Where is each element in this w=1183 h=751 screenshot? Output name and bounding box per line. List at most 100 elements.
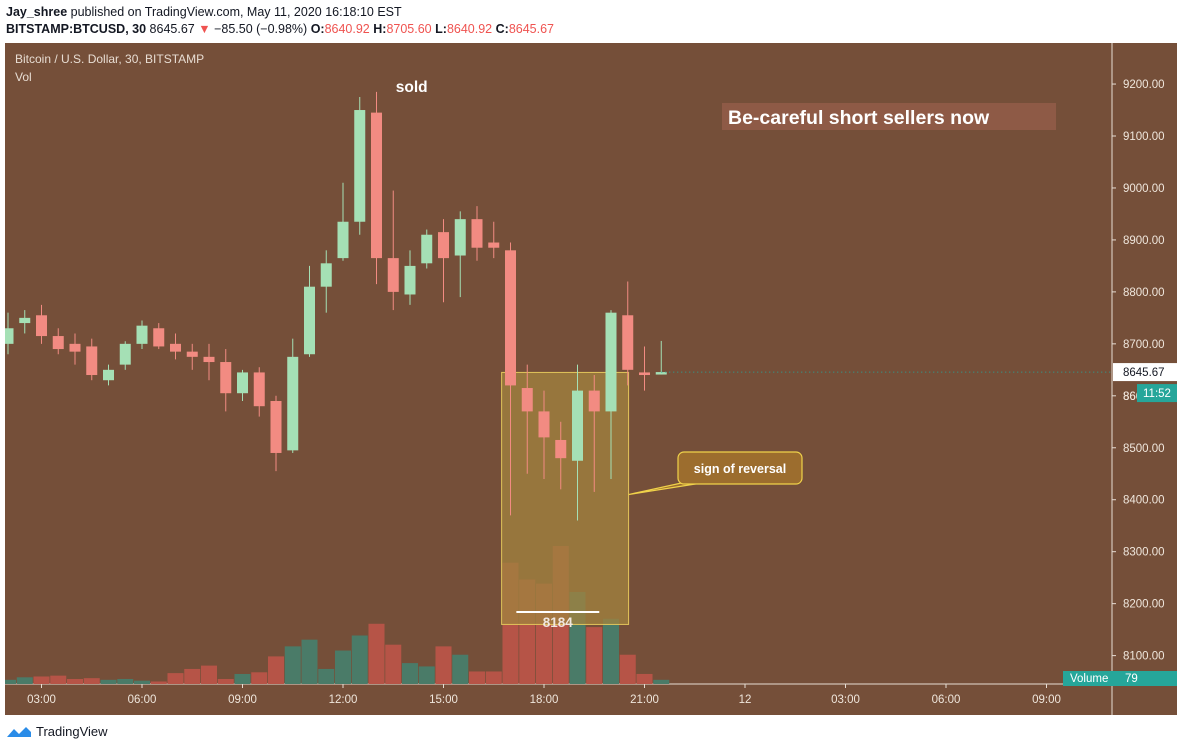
- close-value: 8645.67: [508, 22, 554, 36]
- candle-body: [354, 110, 366, 222]
- footer-brand[interactable]: TradingView: [36, 724, 108, 739]
- candle-body: [454, 219, 466, 256]
- candle-body: [438, 232, 449, 259]
- box-low-label: 8184: [543, 615, 574, 630]
- volume-bar: [452, 654, 469, 684]
- y-tick-label: 8100.00: [1123, 651, 1165, 663]
- price-badge-text: 8645.67: [1123, 367, 1165, 379]
- chart-panel[interactable]: 8100.008200.008300.008400.008500.008600.…: [5, 43, 1177, 715]
- volume-bar: [83, 678, 100, 684]
- last-price: 8645.67: [149, 22, 195, 36]
- candle-body: [371, 112, 382, 259]
- volume-bar: [167, 673, 184, 684]
- volume-bar: [50, 675, 67, 684]
- x-tick-label: 12:00: [329, 694, 358, 706]
- low-value: 8640.92: [446, 22, 493, 36]
- countdown-badge: [1137, 384, 1177, 403]
- candle-body: [538, 411, 550, 438]
- volume-bar: [16, 677, 33, 684]
- y-tick-label: 8300.00: [1123, 547, 1165, 559]
- volume-bar: [485, 671, 502, 684]
- volume-bar: [251, 672, 268, 684]
- open-label: O:: [310, 22, 325, 36]
- candle-body: [605, 312, 617, 412]
- volume-bar: [150, 681, 167, 684]
- candle-body: [153, 328, 165, 347]
- price-chart[interactable]: 8100.008200.008300.008400.008500.008600.…: [5, 43, 1177, 715]
- y-tick-label: 8900.00: [1123, 235, 1165, 247]
- x-tick-label: 06:00: [932, 694, 961, 706]
- highlight-box[interactable]: [501, 371, 630, 625]
- y-tick-label: 8400.00: [1123, 495, 1165, 507]
- x-tick-label: 06:00: [128, 694, 157, 706]
- candle-body: [555, 439, 567, 459]
- volume-badge-label: Volume: [1070, 673, 1108, 685]
- candle-body: [404, 265, 416, 295]
- author-name[interactable]: Jay_shree: [6, 5, 68, 19]
- volume-bar: [301, 639, 318, 684]
- candle-body: [203, 356, 215, 363]
- banner-bg: [722, 103, 1056, 130]
- candle-body: [69, 343, 81, 352]
- candle-body: [287, 356, 299, 451]
- volume-bar: [619, 654, 636, 684]
- countdown-badge-text: 11:52: [1143, 388, 1171, 400]
- candle-body: [521, 388, 533, 412]
- candle-body: [5, 328, 14, 344]
- candle-body: [421, 234, 433, 264]
- x-tick-label: 12: [739, 694, 752, 706]
- close-label: C:: [495, 22, 509, 36]
- price-change: −85.50 (−0.98%): [214, 22, 308, 36]
- volume-bar: [603, 618, 619, 684]
- high-value: 8705.60: [386, 22, 432, 36]
- y-tick-label: 8200.00: [1123, 599, 1165, 611]
- y-tick-label: 8500.00: [1123, 443, 1165, 455]
- volume-bar: [184, 668, 201, 684]
- candle-body: [337, 221, 349, 259]
- x-tick-label: 15:00: [429, 694, 458, 706]
- candle-body: [320, 263, 332, 287]
- candle-body: [471, 219, 483, 248]
- price-badge: [1113, 363, 1177, 382]
- tradingview-logo-icon: [7, 726, 31, 737]
- y-tick-label: 9100.00: [1123, 131, 1165, 143]
- sold-label: sold: [396, 79, 428, 96]
- volume-bar: [368, 623, 385, 684]
- volume-badge: [1063, 671, 1177, 686]
- x-tick-label: 03:00: [831, 694, 860, 706]
- candle-body: [186, 351, 198, 357]
- volume-bar: [653, 679, 670, 684]
- candle-body: [103, 369, 114, 381]
- volume-bar: [201, 665, 217, 684]
- candle-body: [655, 372, 667, 375]
- hidden-price-label: 86: [1123, 391, 1136, 403]
- volume-bar: [335, 650, 351, 684]
- candle-body: [86, 346, 98, 376]
- y-tick-label: 8700.00: [1123, 339, 1165, 351]
- volume-bar: [117, 678, 134, 684]
- callout-box[interactable]: [677, 451, 803, 485]
- candle-body: [253, 372, 265, 407]
- volume-bar: [636, 673, 653, 684]
- ohlc-line: BITSTAMP:BTCUSD, 30 8645.67 ▼ −85.50 (−0…: [6, 22, 554, 36]
- volume-bar: [318, 668, 335, 684]
- volume-badge-value: 79: [1125, 673, 1138, 685]
- candle-body: [136, 325, 148, 344]
- volume-bar: [385, 644, 402, 684]
- volume-bar: [217, 678, 234, 684]
- volume-bar: [418, 666, 435, 684]
- series-legend: Bitcoin / U.S. Dollar, 30, BITSTAMP: [15, 52, 205, 66]
- x-tick-label: 09:00: [228, 694, 257, 706]
- footer: TradingView: [6, 724, 108, 739]
- candle-body: [488, 242, 500, 248]
- candle-body: [387, 258, 399, 292]
- down-arrow-icon: ▼: [198, 22, 211, 36]
- y-tick-label: 9200.00: [1123, 79, 1165, 91]
- candle-body: [170, 343, 181, 352]
- volume-bar: [33, 676, 50, 684]
- x-tick-label: 03:00: [27, 694, 56, 706]
- candle-body: [639, 372, 650, 376]
- volume-bar: [67, 678, 83, 684]
- candle-body: [270, 401, 282, 453]
- candle-body: [52, 336, 64, 350]
